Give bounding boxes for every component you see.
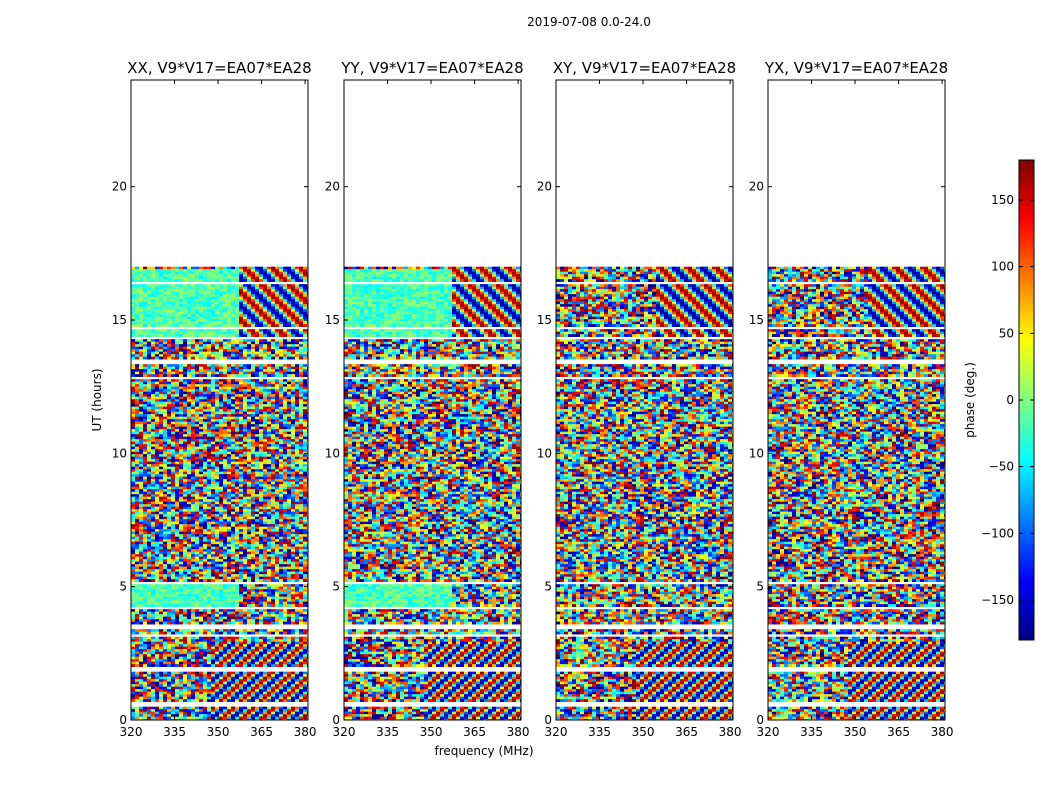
y-tick-label: 15: [325, 313, 340, 327]
colorbar-tick-label: −100: [981, 526, 1014, 540]
y-tick-label: 0: [756, 713, 764, 727]
colorbar-tick-label: 0: [1006, 393, 1014, 407]
x-tick-label: 365: [463, 725, 486, 739]
axes-frame: [767, 79, 946, 721]
phase-heatmap: [768, 266, 945, 720]
phase-heatmap: [131, 266, 308, 720]
axes-frame: [343, 79, 522, 721]
x-tick-label: 350: [420, 725, 443, 739]
colorbar-tick-label: 50: [999, 326, 1014, 340]
x-tick-label: 380: [719, 725, 742, 739]
colorbar-label: phase (deg.): [963, 362, 977, 438]
y-tick-label: 0: [544, 713, 552, 727]
colorbar: 150 100 50 0 −50 −100 −150 phase (deg.): [963, 159, 1035, 641]
phase-heatmap: [344, 266, 521, 720]
panel-4: YX, V9*V17=EA07*EA28 320 335 350 365 380 0 5 10 1…: [749, 59, 954, 739]
y-tick-label: 10: [325, 446, 340, 460]
colorbar-tick-label: −150: [981, 593, 1014, 607]
colorbar-tick-label: 100: [991, 260, 1014, 274]
x-tick-label: 365: [675, 725, 698, 739]
y-axis-label: UT (hours): [90, 368, 104, 431]
y-tick-label: 5: [756, 580, 764, 594]
y-tick-label: 10: [112, 446, 127, 460]
x-tick-label: 320: [545, 725, 568, 739]
x-axis-label: frequency (MHz): [434, 744, 533, 758]
y-tick-label: 20: [112, 180, 127, 194]
x-tick-label: 380: [294, 725, 317, 739]
y-tick-label: 15: [537, 313, 552, 327]
panel-title: XY, V9*V17=EA07*EA28: [553, 59, 736, 77]
colorbar-tick-label: 150: [991, 193, 1014, 207]
x-tick-label: 335: [163, 725, 186, 739]
y-tick-label: 0: [119, 713, 127, 727]
panel-3: XY, V9*V17=EA07*EA28 320 335 350 365 380 0 5 10 1…: [537, 59, 742, 739]
x-tick-label: 320: [333, 725, 356, 739]
x-tick-label: 335: [800, 725, 823, 739]
y-tick-label: 0: [332, 713, 340, 727]
panel-title: XX, V9*V17=EA07*EA28: [127, 59, 311, 77]
panel-title: YY, V9*V17=EA07*EA28: [340, 59, 523, 77]
panel-1: XX, V9*V17=EA07*EA28 320 335 350 365 380 0 5 10 1…: [112, 59, 317, 739]
x-tick-label: 335: [588, 725, 611, 739]
y-tick-label: 5: [332, 580, 340, 594]
y-tick-label: 20: [325, 180, 340, 194]
phase-heatmap: [556, 266, 733, 720]
y-tick-label: 10: [749, 446, 764, 460]
x-tick-label: 350: [632, 725, 655, 739]
colorbar-tick-label: −50: [989, 460, 1014, 474]
axes-frame: [130, 79, 309, 721]
y-tick-label: 15: [112, 313, 127, 327]
x-tick-label: 320: [120, 725, 143, 739]
figure-suptitle: 2019-07-08 0.0-24.0: [527, 15, 651, 29]
panel-2: YY, V9*V17=EA07*EA28 320 335 350 365 380 0 5 10 1…: [325, 59, 530, 739]
x-tick-label: 350: [207, 725, 230, 739]
x-tick-label: 380: [507, 725, 530, 739]
y-tick-label: 15: [749, 313, 764, 327]
colorbar-gradient: [1019, 160, 1034, 640]
x-tick-label: 365: [250, 725, 273, 739]
x-tick-label: 320: [757, 725, 780, 739]
axes-frame: [555, 79, 734, 721]
x-tick-label: 350: [844, 725, 867, 739]
x-tick-label: 335: [376, 725, 399, 739]
y-tick-label: 20: [749, 180, 764, 194]
y-tick-label: 5: [544, 580, 552, 594]
y-tick-label: 20: [537, 180, 552, 194]
x-tick-label: 365: [887, 725, 910, 739]
panel-title: YX, V9*V17=EA07*EA28: [764, 59, 948, 77]
y-tick-label: 5: [119, 580, 127, 594]
y-tick-label: 10: [537, 446, 552, 460]
x-tick-label: 380: [931, 725, 954, 739]
